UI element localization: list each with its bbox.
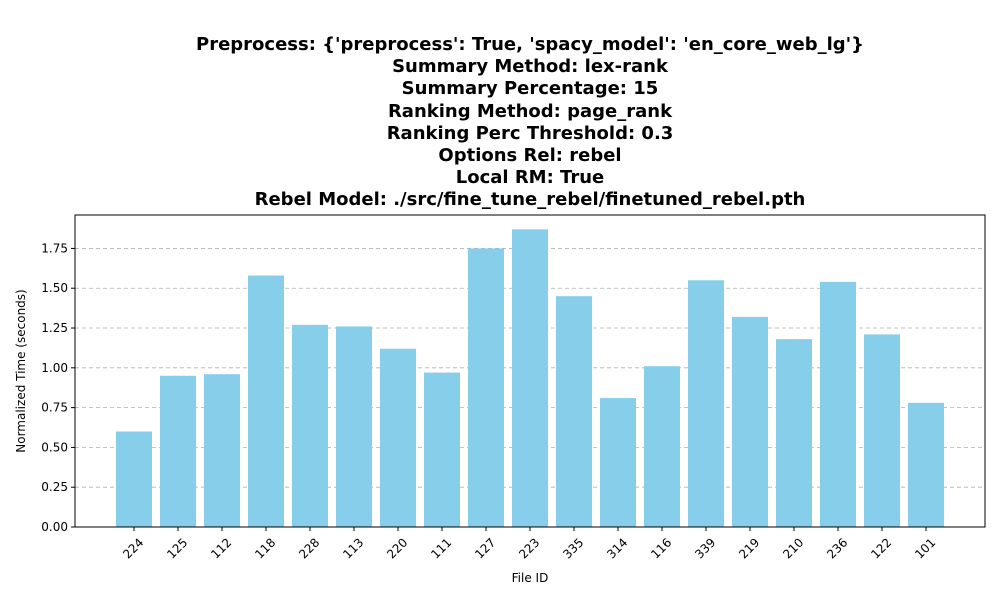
y-tick-label: 0.25: [41, 480, 68, 494]
bar-122: [864, 334, 900, 527]
title-line-ranking-threshold: Ranking Perc Threshold: 0.3: [386, 122, 674, 144]
y-tick-label: 1.00: [41, 361, 68, 375]
bar-314: [600, 398, 636, 527]
bar-125: [160, 375, 196, 527]
bar-113: [336, 326, 372, 527]
x-tick-label: 210: [780, 535, 806, 561]
y-axis-ticks: 0.00 0.25 0.50 0.75 1.00 1.25 1.50 1.75: [41, 241, 75, 534]
bar-127: [468, 248, 504, 527]
x-tick-label: 339: [692, 535, 718, 561]
x-tick-label: 224: [120, 535, 146, 561]
y-tick-label: 0.75: [41, 401, 68, 415]
bar-224: [116, 431, 152, 527]
x-tick-label: 220: [384, 535, 410, 561]
y-axis-label: Normalized Time (seconds): [14, 289, 28, 452]
x-tick-label: 116: [648, 535, 674, 561]
x-tick-label: 127: [472, 535, 498, 561]
bar-339: [688, 280, 724, 527]
bar-219: [732, 316, 768, 527]
bar-220: [380, 348, 416, 527]
bar-210: [776, 339, 812, 527]
x-tick-label: 122: [868, 535, 894, 561]
y-tick-label: 1.75: [41, 241, 68, 255]
x-tick-label: 236: [824, 535, 850, 561]
bar-335: [556, 296, 592, 527]
title-line-summary-method: Summary Method: lex-rank: [392, 56, 668, 78]
bar-101: [908, 402, 944, 527]
x-tick-label: 223: [516, 535, 542, 561]
x-axis-ticks: 224 125 112 118 228 113 220 111 127 223 335 314 116 3…: [120, 527, 938, 562]
title-line-summary-percentage: Summary Percentage: 15: [401, 78, 659, 100]
bar-111: [424, 372, 460, 527]
bar-228: [292, 324, 328, 527]
title-line-local-rm: Local RM: True: [455, 167, 605, 189]
x-tick-label: 314: [604, 535, 630, 561]
x-tick-label: 335: [560, 535, 586, 561]
plot-frame: [74, 214, 986, 528]
title-line-rebel-model: Rebel Model: ./src/fine_tune_rebel/finet…: [254, 189, 806, 211]
x-tick-label: 219: [736, 535, 762, 561]
bars: [116, 229, 944, 527]
bar-236: [820, 281, 856, 527]
x-tick-label: 118: [252, 535, 278, 561]
x-tick-label: 113: [340, 535, 366, 561]
bar-223: [512, 229, 548, 527]
x-axis-label: File ID: [512, 571, 549, 585]
bar-116: [644, 366, 680, 527]
x-tick-label: 101: [912, 535, 938, 561]
y-tick-label: 0.50: [41, 440, 68, 454]
chart-title: Preprocess: {'preprocess': True, 'spacy_…: [75, 34, 985, 212]
title-line-preprocess: Preprocess: {'preprocess': True, 'spacy_…: [196, 34, 864, 55]
y-tick-label: 0.00: [41, 520, 68, 534]
x-tick-label: 228: [296, 535, 322, 561]
bar-112: [204, 374, 240, 527]
y-tick-label: 1.50: [41, 281, 68, 295]
bar-118: [248, 275, 284, 527]
title-line-ranking-method: Ranking Method: page_rank: [387, 100, 673, 122]
title-line-options-rel: Options Rel: rebel: [438, 145, 622, 167]
x-tick-label: 111: [428, 535, 454, 561]
y-tick-label: 1.25: [41, 321, 68, 335]
x-tick-label: 112: [208, 535, 234, 561]
x-tick-label: 125: [164, 535, 190, 561]
